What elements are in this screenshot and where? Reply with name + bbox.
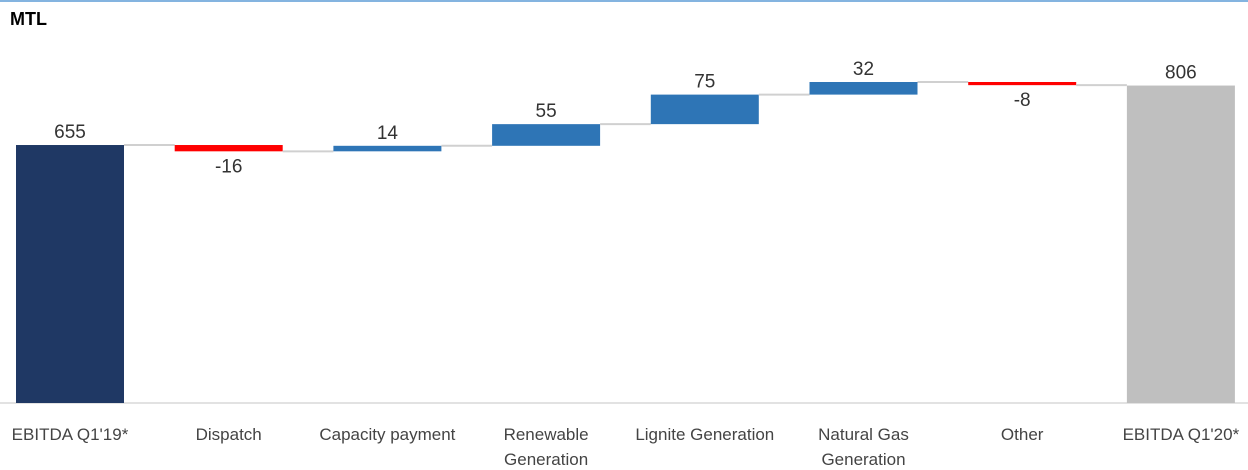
value-label: 75 — [694, 72, 715, 93]
bar — [16, 145, 124, 403]
x-tick-label: Other — [1000, 425, 1044, 444]
bar — [809, 82, 918, 95]
x-tick-label: Dispatch — [195, 425, 262, 444]
chart-title: MTL — [10, 9, 47, 29]
value-label: -16 — [215, 156, 242, 177]
value-label: 655 — [54, 122, 86, 143]
value-label: 14 — [377, 123, 399, 144]
x-tick-label: EBITDA Q1'19* — [11, 425, 129, 444]
x-tick-label: Natural Gas Generation — [818, 425, 909, 469]
x-tick-label: EBITDA Q1'20* — [1122, 425, 1240, 444]
bar — [174, 145, 283, 152]
x-tick-label: Renewable Generation — [503, 425, 589, 469]
value-label: 806 — [1165, 63, 1197, 84]
bar — [650, 94, 759, 125]
x-tick-label: Capacity payment — [319, 425, 456, 444]
bar — [492, 124, 601, 146]
value-label: 32 — [853, 59, 874, 80]
value-label: -8 — [1014, 90, 1031, 111]
x-tick-label: Lignite Generation — [635, 425, 775, 444]
value-label: 55 — [536, 101, 557, 122]
bar — [968, 82, 1077, 86]
bar — [1126, 85, 1235, 403]
bar — [333, 145, 442, 152]
